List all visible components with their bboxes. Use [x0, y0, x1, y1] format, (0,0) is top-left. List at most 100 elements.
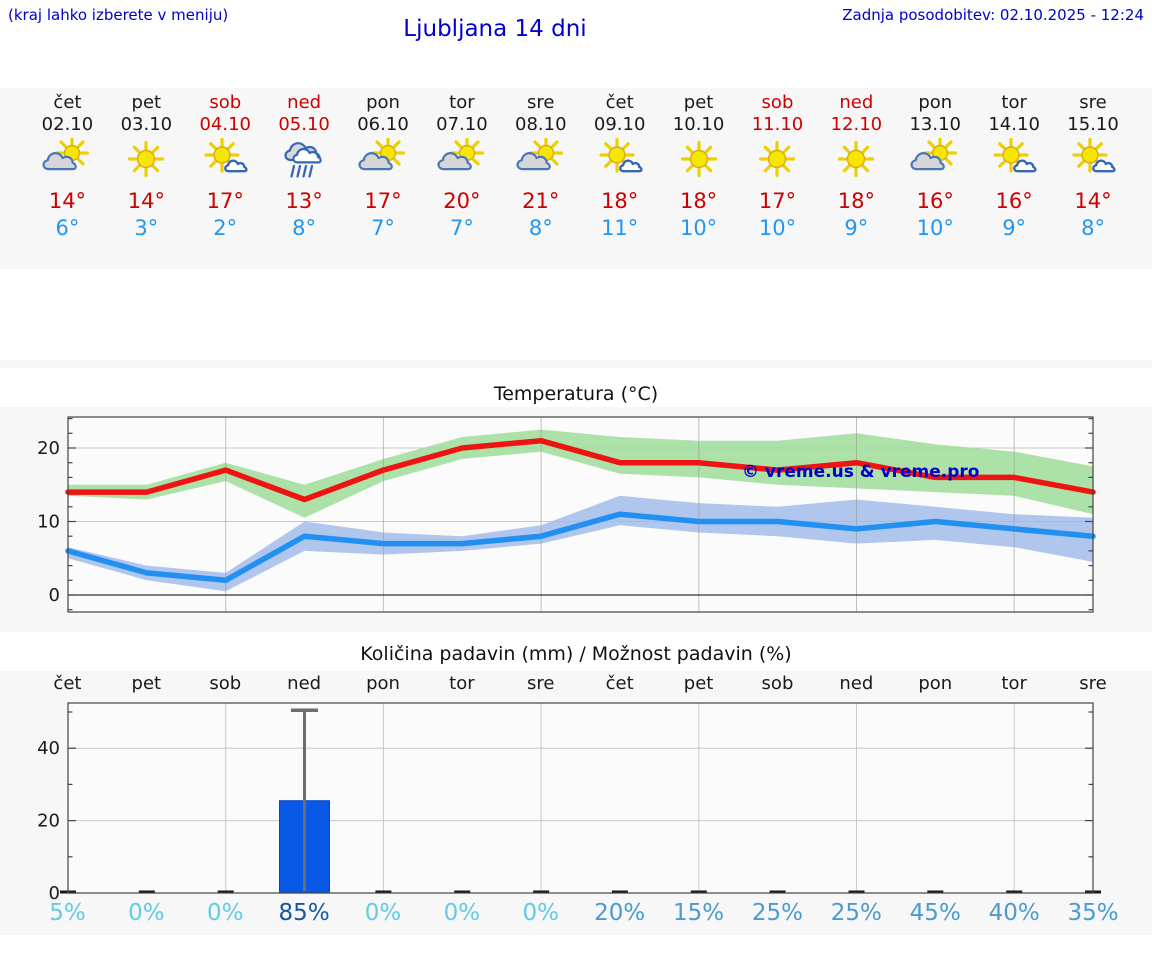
precipitation-day-labels: čet pet sob ned pon tor sre čet pet sob ned pon tor s… [0, 673, 1152, 694]
sun-icon [759, 140, 796, 178]
precip-probability: 25% [830, 900, 882, 926]
high-temperature: 20° [443, 189, 481, 213]
precipitation-chart-svg: 0 20 40 [37, 702, 1101, 904]
high-temperature: 14° [1074, 189, 1112, 213]
forecast-day-column: sre 15.10 14° 8° [1054, 88, 1133, 269]
forecast-day-column: tor 14.10 16° 9° [975, 88, 1054, 269]
weather-icon-wrap [28, 138, 107, 184]
temperature-chart-svg: 0 10 20 [37, 416, 1096, 613]
precip-probability: 0% [443, 900, 481, 926]
sun-small-cloud-icon [204, 138, 248, 173]
forecast-day-column: pon 06.10 17° 7° [344, 88, 423, 269]
page-title: Ljubljana 14 dni [403, 16, 587, 42]
temperature-chart-section: 0 10 20 [0, 407, 1152, 632]
precip-probability: 0% [364, 900, 402, 926]
weather-icon-wrap [107, 138, 186, 184]
high-temperature: 17° [758, 189, 797, 213]
low-temperature: 11° [601, 216, 639, 240]
day-date: 09.10 [593, 114, 646, 135]
weather-icon-wrap [738, 138, 817, 184]
sun-small-cloud-icon [599, 138, 643, 173]
svg-text:40: 40 [37, 738, 60, 759]
precipitation-chart-title: Količina padavin (mm) / Možnost padavin … [360, 643, 792, 665]
day-date: 10.10 [672, 114, 725, 135]
section-divider [0, 360, 1152, 368]
svg-text:10: 10 [37, 512, 60, 533]
low-temperature: 3° [134, 216, 159, 240]
precip-day-label: ned [287, 673, 322, 694]
high-temperature: 17° [364, 189, 402, 213]
precipitation-chart: 0 20 40 [0, 671, 1152, 939]
precip-probability: 85% [278, 900, 330, 926]
low-temperature: 9° [1002, 216, 1027, 240]
sun-cloud-icon [42, 138, 90, 171]
day-name: ned [839, 92, 874, 113]
low-temperature: 8° [1081, 216, 1105, 240]
day-date: 15.10 [1067, 114, 1119, 135]
day-name: pon [918, 92, 953, 113]
high-temperature: 18° [679, 189, 718, 213]
day-name: pon [366, 92, 400, 113]
high-temperature: 18° [601, 189, 639, 213]
precipitation-probability-row: 5% 0% 0% 85% 0% 0% 0% 20% 15% 25% 25% 45% 40% 35% [0, 900, 1152, 926]
forecast-day-column: pet 03.10 14° 3° [107, 88, 186, 269]
day-name: pet [683, 92, 714, 113]
day-date: 12.10 [830, 114, 883, 135]
precip-probability: 45% [909, 900, 961, 926]
low-temperature: 2° [213, 216, 238, 240]
day-name: pet [131, 92, 162, 113]
forecast-day-column: tor 07.10 20° 7° [422, 88, 501, 269]
low-temperature: 8° [528, 216, 553, 240]
weather-icon-wrap [501, 138, 580, 184]
svg-text:20: 20 [37, 438, 60, 459]
day-date: 08.10 [515, 114, 567, 135]
forecast-day-column: ned 05.10 13° 8° [265, 88, 344, 269]
precip-day-label: čet [53, 673, 82, 694]
weather-icon-wrap [817, 138, 896, 184]
forecast-day-column: čet 02.10 14° 6° [28, 88, 107, 269]
temperature-chart: 0 10 20 [0, 407, 1152, 636]
sun-cloud-icon [437, 138, 484, 171]
svg-text:0: 0 [49, 883, 60, 904]
precip-probability: 40% [988, 900, 1040, 926]
day-name: sob [761, 92, 794, 113]
low-temperature: 9° [844, 216, 869, 240]
day-date: 02.10 [41, 114, 94, 135]
day-name: tor [449, 92, 475, 113]
sun-small-cloud-icon [1072, 138, 1116, 173]
rain-icon [284, 142, 322, 178]
precip-probability: 35% [1067, 900, 1119, 926]
temperature-chart-title: Temperatura (°C) [493, 383, 659, 405]
day-name: tor [1001, 92, 1027, 113]
high-temperature: 13° [285, 189, 323, 213]
svg-text:0: 0 [49, 585, 60, 606]
precip-day-label: pon [918, 673, 953, 694]
day-date: 11.10 [751, 114, 804, 135]
forecast-day-column: ned 12.10 18° 9° [817, 88, 896, 269]
high-temperature: 17° [206, 189, 244, 213]
precip-day-label: sre [527, 673, 555, 694]
weather-icon-wrap [422, 138, 501, 184]
day-name: čet [605, 92, 634, 113]
day-date: 06.10 [357, 114, 409, 135]
last-update: Zadnja posodobitev: 02.10.2025 - 12:24 [842, 6, 1144, 24]
day-name: sre [1079, 92, 1107, 113]
precip-day-label: tor [1001, 673, 1027, 694]
weather-icon-wrap [975, 138, 1054, 184]
forecast-day-column: sob 11.10 17° 10° [738, 88, 817, 269]
precip-day-label: sre [1079, 673, 1107, 694]
day-name: sob [209, 92, 242, 113]
precip-probability: 25% [751, 900, 804, 926]
copyright-link[interactable]: © vreme.us & vreme.pro [742, 462, 980, 482]
svg-text:20: 20 [37, 811, 60, 832]
precip-probability: 15% [673, 900, 725, 926]
sun-cloud-icon [358, 138, 406, 171]
precip-day-label: pet [683, 673, 714, 694]
day-name: čet [53, 92, 82, 113]
low-temperature: 8° [292, 216, 317, 240]
weather-icon-wrap [896, 138, 975, 184]
low-temperature: 7° [449, 216, 474, 240]
high-temperature: 14° [127, 189, 165, 213]
weather-icon-wrap [265, 138, 344, 184]
location-hint: (kraj lahko izberete v meniju) [8, 6, 229, 24]
